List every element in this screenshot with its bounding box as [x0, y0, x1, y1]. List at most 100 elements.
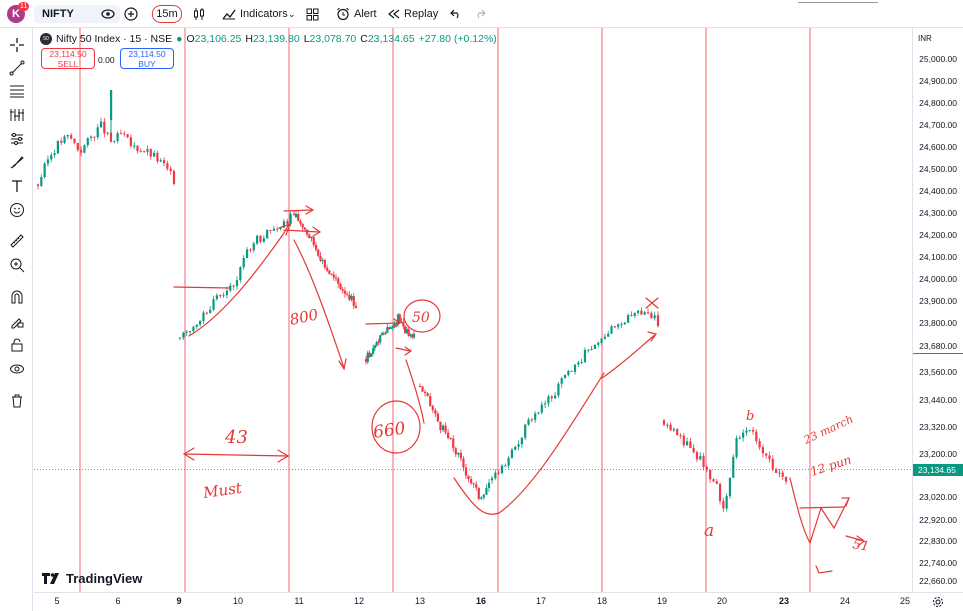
lock-icon[interactable] — [6, 335, 28, 355]
candle-body — [557, 383, 560, 396]
sell-label: SELL — [57, 58, 79, 69]
candle-body — [449, 438, 452, 440]
candle-body — [113, 140, 116, 142]
candle-body — [742, 432, 745, 438]
candle-body — [570, 370, 573, 372]
candle-body — [689, 441, 692, 448]
candle-body — [487, 482, 491, 488]
candle-body — [166, 163, 169, 169]
candle-body — [282, 221, 286, 228]
candle-body — [126, 134, 129, 138]
pen-annotation-text: 660 — [372, 419, 407, 443]
text-icon[interactable] — [6, 176, 28, 196]
candle-body — [375, 342, 378, 346]
candle-body — [188, 331, 192, 333]
candle-body — [129, 137, 132, 146]
candle-body — [617, 324, 620, 327]
candle-body — [547, 396, 550, 404]
candle-body — [470, 478, 473, 484]
price-tick-label: 24,900.00 — [919, 76, 957, 86]
brush-icon[interactable] — [6, 152, 28, 172]
symbol-search-input[interactable]: NIFTY — [34, 5, 120, 23]
sell-button[interactable]: 23,114.50 SELL — [41, 48, 95, 69]
zoom-in-icon[interactable] — [6, 255, 28, 275]
pen-drawing — [395, 347, 411, 352]
candle-body — [402, 321, 405, 327]
candle-body — [321, 260, 324, 262]
trend-line-icon[interactable] — [6, 58, 28, 78]
candle-body — [308, 234, 311, 239]
candlestick-chart[interactable]: 800 50 660 43 Must b a 23 march 12 pun 51 — [34, 28, 912, 592]
fib-icon[interactable] — [6, 81, 28, 101]
time-tick-label: 23 — [778, 596, 790, 606]
eye-icon[interactable] — [6, 359, 28, 379]
legend-title[interactable]: Nifty 50 Index · 15 · NSE — [56, 33, 173, 45]
lock-drawing-icon[interactable] — [6, 311, 28, 331]
price-tick-label: 24,800.00 — [919, 98, 957, 108]
candle-body — [553, 395, 557, 399]
undo-icon[interactable] — [450, 5, 462, 23]
candle-body — [550, 396, 553, 399]
candle-body — [607, 333, 610, 337]
candle-body — [520, 437, 523, 445]
candle-body — [765, 453, 768, 456]
redo-icon[interactable] — [474, 5, 486, 23]
price-scale[interactable]: INR 25,000.00 24,900.00 24,800.00 24,700.00… — [912, 28, 963, 592]
change-value: +27.80 (+0.12%) — [418, 33, 497, 45]
pen-drawing — [845, 535, 865, 542]
ruler-icon[interactable] — [6, 231, 28, 251]
indicators-icon — [222, 9, 236, 20]
candle-body — [563, 375, 567, 379]
candle-body — [343, 290, 346, 294]
candle-body — [136, 145, 139, 152]
currency-label[interactable]: INR — [918, 34, 932, 43]
tradingview-logo[interactable]: TradingView — [42, 571, 142, 586]
candle-style-icon[interactable] — [192, 5, 206, 23]
candle-body — [110, 90, 113, 120]
candle-body — [464, 467, 468, 476]
pattern-icon[interactable] — [6, 105, 28, 125]
candle-body — [395, 324, 398, 326]
replay-button[interactable]: Replay — [388, 5, 438, 23]
crosshair-icon[interactable] — [6, 35, 28, 55]
candle-body — [252, 243, 255, 251]
pen-circle — [371, 400, 421, 454]
candle-body — [400, 321, 403, 323]
magnet-icon[interactable] — [6, 287, 28, 307]
layout-grid-icon[interactable] — [306, 5, 319, 23]
candle-body — [567, 370, 570, 376]
candle-body — [494, 472, 497, 479]
trash-icon[interactable] — [6, 391, 28, 411]
chevron-down-icon[interactable]: ⌄ — [288, 8, 296, 19]
candle-body — [610, 326, 613, 334]
chart-pane[interactable]: 800 50 660 43 Must b a 23 march 12 pun 51 — [34, 28, 912, 592]
pen-annotation-text: 800 — [288, 305, 320, 329]
candle-body — [225, 290, 229, 296]
candle-body — [256, 235, 259, 244]
candle-body — [299, 220, 302, 224]
projection-icon[interactable] — [6, 129, 28, 149]
candle-body — [424, 391, 427, 394]
candle-body — [411, 334, 414, 338]
candle-body — [366, 352, 369, 362]
watch-icon[interactable] — [101, 5, 115, 23]
alert-button[interactable]: Alert — [336, 5, 377, 23]
gear-icon[interactable] — [932, 596, 944, 611]
compare-add-icon[interactable] — [124, 5, 138, 23]
candle-body — [56, 140, 60, 154]
interval-button[interactable]: 15m — [152, 5, 182, 23]
candle-body — [434, 410, 437, 414]
candle-body — [718, 483, 722, 502]
indicators-button[interactable]: Indicators — [222, 5, 288, 23]
emoji-icon[interactable] — [6, 200, 28, 220]
pen-drawing — [278, 222, 292, 236]
notification-badge: 11 — [18, 2, 30, 11]
price-tick-label: 25,000.00 — [919, 54, 957, 64]
time-tick-label: 18 — [596, 596, 608, 606]
candle-body — [50, 155, 53, 160]
time-scale[interactable]: 5 6 9 10 11 12 13 16 17 18 19 20 23 24 25 — [34, 592, 963, 611]
candle-body — [577, 362, 580, 365]
candle-body — [235, 280, 239, 287]
buy-button[interactable]: 23,114.50 BUY — [120, 48, 174, 69]
candle-body — [485, 487, 488, 495]
